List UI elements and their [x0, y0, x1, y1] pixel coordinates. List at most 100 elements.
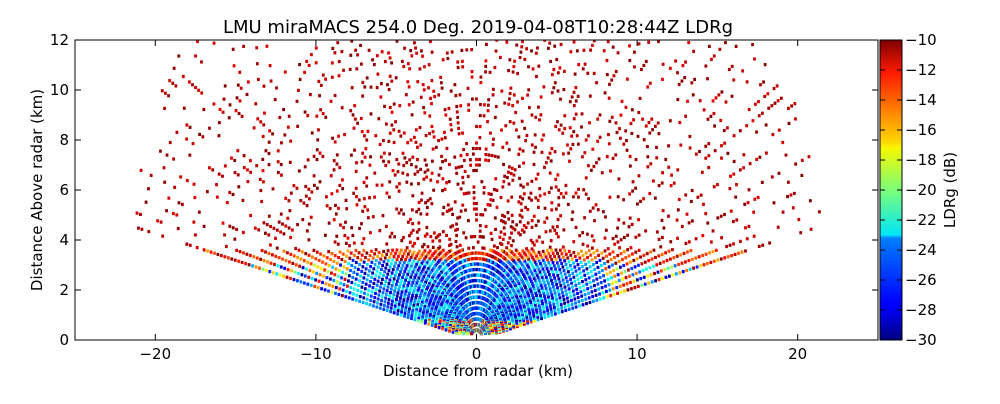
radar-gate — [650, 117, 654, 121]
radar-gate — [421, 267, 425, 271]
radar-gate — [580, 275, 583, 279]
radar-gate — [230, 156, 233, 160]
radar-gate — [764, 123, 768, 127]
radar-gate — [551, 261, 555, 265]
radar-gate — [556, 89, 560, 93]
radar-gate — [525, 133, 529, 138]
radar-gate — [520, 215, 524, 219]
radar-gate — [503, 221, 507, 225]
radar-gate — [553, 291, 557, 295]
radar-gate — [564, 308, 568, 313]
radar-gate — [211, 168, 215, 172]
radar-gate — [465, 191, 468, 195]
radar-gate — [648, 81, 652, 85]
radar-gate — [334, 291, 337, 295]
radar-gate — [553, 309, 557, 313]
radar-gate — [259, 120, 263, 124]
radar-gate — [676, 97, 680, 102]
radar-gate — [345, 289, 348, 294]
radar-gate — [521, 40, 524, 44]
radar-gate — [549, 290, 553, 294]
radar-gate — [409, 302, 412, 306]
radar-gate — [523, 259, 527, 263]
plot-frame — [74, 39, 879, 341]
radar-gate — [534, 305, 538, 309]
radar-gate — [432, 251, 436, 256]
radar-gate — [426, 245, 430, 249]
x-tick-label: 10 — [628, 345, 647, 363]
radar-gate — [427, 292, 431, 297]
radar-gate — [541, 267, 545, 271]
radar-gate — [424, 201, 427, 205]
radar-gate — [723, 141, 727, 145]
radar-gate — [332, 168, 336, 172]
y-tick-label: 6 — [59, 181, 69, 199]
radar-gate — [371, 215, 375, 219]
radar-gate — [518, 267, 522, 271]
radar-gate — [529, 320, 533, 324]
radar-gate — [555, 301, 559, 305]
radar-gate — [482, 246, 486, 250]
radar-gate — [687, 240, 691, 244]
radar-gate — [323, 268, 327, 272]
radar-gate — [259, 188, 263, 193]
radar-gate — [809, 227, 813, 231]
radar-gate — [434, 297, 437, 301]
colorbar-tick-label: −16 — [905, 121, 937, 139]
radar-gate — [483, 208, 487, 212]
radar-gate — [674, 272, 678, 276]
radar-gate — [383, 300, 387, 304]
radar-gate — [606, 259, 610, 264]
radar-gate — [382, 307, 386, 311]
radar-gate — [424, 300, 428, 305]
radar-gate — [525, 278, 528, 282]
radar-gate — [520, 311, 524, 315]
radar-gate — [435, 276, 439, 281]
radar-gate — [416, 303, 420, 307]
radar-gate — [330, 192, 334, 196]
radar-gate — [521, 313, 524, 317]
radar-gate — [487, 192, 491, 196]
radar-gate — [395, 297, 398, 302]
radar-gate — [397, 211, 401, 215]
radar-gate — [410, 54, 414, 58]
radar-gate — [681, 269, 685, 274]
radar-gate — [716, 258, 720, 262]
radar-gate — [667, 165, 671, 169]
radar-gate — [171, 211, 175, 216]
radar-gate — [588, 209, 592, 213]
radar-gate — [359, 62, 363, 66]
radar-gate — [552, 273, 555, 277]
radar-gate — [361, 209, 365, 213]
radar-gate — [434, 145, 438, 150]
radar-gate — [537, 288, 541, 293]
radar-gate — [611, 156, 615, 161]
radar-gate — [267, 140, 271, 144]
radar-gate — [284, 196, 288, 200]
radar-gate — [343, 277, 347, 281]
radar-gate — [417, 266, 421, 270]
radar-gate — [576, 142, 580, 146]
radar-gate — [560, 252, 564, 256]
radar-gate — [550, 146, 554, 151]
radar-gate — [448, 117, 452, 121]
radar-gate — [584, 278, 588, 282]
radar-gate — [368, 196, 371, 200]
radar-gate — [518, 195, 522, 199]
radar-gate — [551, 296, 554, 300]
radar-gate — [171, 81, 175, 85]
radar-gate — [598, 258, 602, 263]
radar-gate — [583, 62, 587, 66]
radar-gate — [177, 54, 181, 58]
radar-gate — [649, 250, 653, 254]
radar-gate — [331, 136, 334, 140]
radar-gate — [406, 220, 410, 224]
radar-gate — [592, 40, 596, 43]
radar-gate — [316, 286, 320, 290]
radar-gate — [443, 130, 446, 134]
radar-gate — [605, 295, 609, 299]
radar-gate — [573, 254, 577, 259]
radar-gate — [654, 279, 657, 283]
radar-gate — [417, 228, 421, 232]
radar-gate — [336, 41, 340, 45]
